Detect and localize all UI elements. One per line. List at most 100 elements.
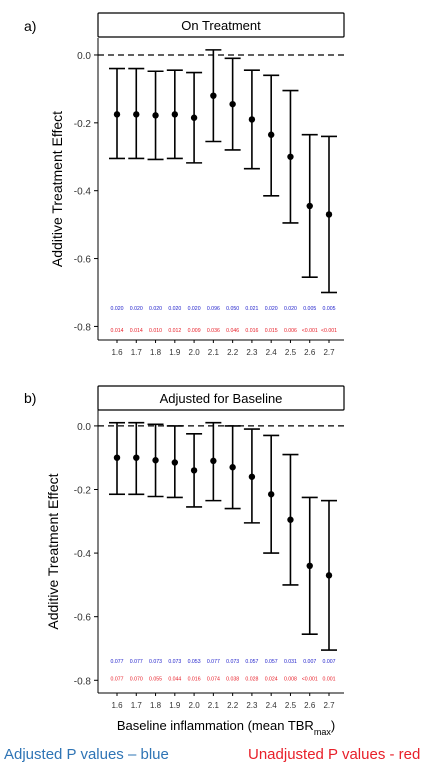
facet-title: Adjusted for Baseline	[160, 391, 283, 406]
estimate-point	[171, 111, 179, 118]
unadjusted-p-value: 0.046	[226, 328, 239, 334]
y-tick-label: -0.8	[74, 322, 92, 333]
adjusted-p-value: 0.020	[111, 306, 124, 312]
y-tick-label: -0.6	[74, 255, 92, 266]
adjusted-p-value: 0.077	[130, 659, 143, 665]
x-tick-label: 2.1	[208, 348, 220, 357]
adjusted-p-value: 0.007	[323, 659, 336, 665]
estimate-point	[306, 202, 313, 210]
x-tick-label: 1.7	[131, 701, 143, 710]
unadjusted-p-value: <0.001	[302, 328, 318, 334]
adjusted-p-value: 0.020	[149, 306, 162, 312]
estimate-point	[248, 116, 256, 123]
unadjusted-p-value: 0.024	[265, 677, 278, 683]
unadjusted-p-value: 0.015	[265, 328, 278, 334]
unadjusted-p-value: 0.016	[188, 677, 201, 683]
adjusted-p-value: 0.007	[303, 659, 316, 665]
y-tick-label: -0.4	[74, 187, 92, 198]
x-tick-label: 2.4	[266, 348, 278, 357]
estimate-point	[287, 153, 294, 160]
x-tick-label: 1.8	[150, 701, 162, 710]
adjusted-p-value: 0.073	[226, 659, 239, 665]
unadjusted-p-value: 0.014	[130, 328, 143, 334]
adjusted-p-value: 0.096	[207, 306, 220, 312]
estimate-point	[287, 516, 294, 523]
estimate-point	[229, 464, 236, 471]
adjusted-p-value: 0.053	[188, 659, 201, 665]
unadjusted-p-value: 0.028	[245, 677, 258, 683]
adjusted-p-value: 0.073	[149, 659, 162, 665]
unadjusted-p-value: 0.077	[111, 677, 124, 683]
estimate-point	[325, 572, 333, 579]
adjusted-p-value: 0.031	[284, 659, 297, 665]
x-tick-label: 2.6	[304, 348, 316, 357]
estimate-point	[190, 114, 198, 121]
estimate-point	[267, 131, 275, 138]
x-tick-label: 2.3	[246, 348, 258, 357]
x-axis-title: Baseline inflammation (mean TBRmax)	[117, 718, 335, 737]
unadjusted-p-value: 0.038	[226, 677, 239, 683]
x-tick-label: 2.7	[323, 701, 335, 710]
unadjusted-p-value: <0.001	[302, 677, 318, 683]
estimate-point	[210, 457, 217, 465]
panel-b-label: b)	[24, 390, 36, 406]
x-tick-label: 2.2	[227, 348, 239, 357]
adjusted-p-value: 0.057	[265, 659, 278, 665]
adjusted-p-value: 0.020	[284, 306, 297, 312]
unadjusted-p-value: 0.009	[188, 328, 201, 334]
facet-title: On Treatment	[181, 18, 261, 33]
estimate-point	[210, 92, 217, 99]
adjusted-p-value: 0.020	[188, 306, 201, 312]
adjusted-p-value: 0.020	[168, 306, 181, 312]
estimate-point	[190, 467, 198, 474]
unadjusted-p-value: <0.001	[321, 328, 337, 334]
x-tick-label: 2.5	[285, 348, 297, 357]
x-tick-label: 2.1	[208, 701, 220, 710]
estimate-point	[152, 112, 159, 119]
unadjusted-p-value: 0.070	[130, 677, 143, 683]
y-axis-title: Additive Treatment Effect	[45, 473, 61, 629]
y-tick-label: -0.4	[74, 549, 92, 560]
x-tick-label: 2.4	[266, 701, 278, 710]
y-tick-label: -0.2	[74, 119, 92, 130]
unadjusted-p-value: 0.036	[207, 328, 220, 334]
estimate-point	[113, 111, 121, 118]
x-tick-label: 2.3	[246, 701, 258, 710]
y-tick-label: -0.6	[74, 613, 92, 624]
adjusted-p-value: 0.077	[207, 659, 220, 665]
x-axis-title-close: )	[331, 718, 335, 733]
estimate-point	[229, 100, 236, 108]
estimate-point	[306, 562, 313, 570]
adjusted-p-value: 0.005	[323, 306, 336, 312]
adjusted-p-value: 0.050	[226, 306, 239, 312]
unadjusted-p-value: 0.016	[245, 328, 258, 334]
adjusted-p-value: 0.020	[265, 306, 278, 312]
x-tick-label: 1.7	[131, 348, 143, 357]
estimate-point	[133, 111, 140, 118]
estimate-point	[133, 454, 140, 461]
estimate-point	[267, 491, 275, 498]
unadjusted-p-value: 0.010	[149, 328, 162, 334]
unadjusted-p-value: 0.008	[284, 677, 297, 683]
y-tick-label: 0.0	[77, 422, 91, 433]
adjusted-p-value: 0.057	[245, 659, 258, 665]
unadjusted-p-value: 0.006	[284, 328, 297, 334]
adjusted-p-value: 0.077	[111, 659, 124, 665]
adjusted-p-value: 0.005	[303, 306, 316, 312]
footer-unadjusted-legend: Unadjusted P values - red	[248, 746, 421, 763]
x-tick-label: 1.6	[111, 348, 123, 357]
x-tick-label: 1.8	[150, 348, 162, 357]
x-tick-label: 1.6	[111, 701, 123, 710]
unadjusted-p-value: 0.055	[149, 677, 162, 683]
y-tick-label: -0.2	[74, 485, 92, 496]
unadjusted-p-value: 0.012	[168, 328, 181, 334]
unadjusted-p-value: 0.001	[323, 677, 336, 683]
facet-strip	[97, 12, 345, 38]
estimate-point	[248, 473, 256, 480]
adjusted-p-value: 0.021	[245, 306, 258, 312]
y-tick-label: 0.0	[77, 51, 91, 62]
unadjusted-p-value: 0.044	[168, 677, 181, 683]
adjusted-p-value: 0.020	[130, 306, 143, 312]
x-tick-label: 2.0	[189, 701, 201, 710]
